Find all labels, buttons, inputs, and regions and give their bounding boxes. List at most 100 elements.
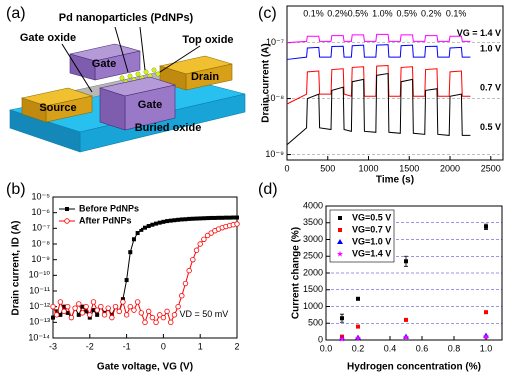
marker: [109, 312, 114, 317]
marker: [404, 317, 408, 322]
marker: [182, 280, 189, 287]
marker: [50, 303, 56, 310]
y-tick-label: 10⁻⁹: [31, 254, 50, 264]
series-label: VG = 1.4 V: [457, 28, 501, 38]
marker: [356, 324, 360, 329]
marker: [354, 335, 362, 341]
x-tick-label: 0.6: [416, 343, 429, 353]
y-tick-label: 10⁻¹³: [29, 317, 50, 327]
marker: [65, 310, 70, 315]
marker: [223, 215, 228, 220]
panel-label: (d): [258, 181, 278, 198]
marker: [120, 299, 126, 305]
annotation: 0.5%: [348, 8, 369, 18]
marker: [61, 308, 67, 315]
marker: [164, 308, 170, 315]
y-tick-label: 10⁻¹¹: [29, 285, 50, 295]
marker: [168, 218, 173, 223]
marker: [94, 307, 100, 313]
marker: [165, 219, 170, 224]
marker: [484, 224, 488, 229]
x-tick-label: -2: [86, 341, 94, 351]
marker: [64, 218, 70, 224]
annotation: VD = 50 mV: [179, 309, 228, 319]
marker: [198, 216, 203, 221]
marker: [142, 319, 148, 326]
marker: [338, 216, 342, 220]
marker: [76, 312, 81, 317]
annotation: 0.2%: [421, 8, 442, 18]
marker: [53, 312, 60, 318]
marker: [168, 319, 174, 326]
x-tick-label: 2500: [481, 163, 501, 173]
marker: [179, 217, 184, 222]
marker: [209, 215, 214, 220]
marker: [87, 315, 92, 320]
marker: [87, 312, 93, 318]
marker: [157, 220, 162, 225]
marker: [179, 293, 185, 299]
y-tick-label: 3000: [303, 234, 323, 244]
marker: [186, 267, 192, 274]
marker: [153, 319, 159, 326]
series-line: [286, 64, 471, 105]
marker: [204, 232, 211, 239]
marker: [336, 250, 344, 257]
pointer-lines: [61, 26, 201, 93]
y-tick-label: 500: [308, 318, 323, 328]
marker: [482, 333, 490, 340]
series-label: 0.7 V: [480, 83, 501, 93]
x-tick-label: 0.8: [448, 343, 461, 353]
marker: [90, 299, 97, 305]
marker: [154, 221, 159, 226]
plot-frame: [286, 5, 504, 161]
plot-frame: [325, 205, 503, 341]
nanoparticle: [151, 67, 157, 73]
marker: [234, 221, 240, 227]
y-tick-label: 10⁻¹⁴: [28, 332, 50, 342]
series-line: [286, 44, 471, 60]
marker: [95, 312, 100, 317]
marker: [150, 222, 155, 227]
y-tick-label: 10⁻⁵: [32, 191, 51, 201]
annotation: 0.1%: [303, 8, 324, 18]
marker: [338, 335, 346, 342]
pointer: [61, 43, 93, 93]
nanoparticle: [127, 73, 133, 79]
marker: [62, 304, 67, 309]
y-tick-label: 1500: [303, 284, 323, 294]
label-top-oxide: Top oxide: [182, 34, 233, 46]
marker: [205, 216, 210, 221]
x-tick-label: 0: [161, 341, 166, 351]
source-side: [21, 97, 47, 123]
device-diagram: Pd nanoparticles (PdNPs) Gate oxide Top …: [8, 12, 246, 153]
marker: [157, 312, 163, 318]
marker: [123, 312, 130, 318]
x-tick-label: 2000: [440, 163, 460, 173]
label-gate-oxide: Gate oxide: [20, 32, 76, 44]
marker: [120, 297, 125, 302]
marker: [172, 218, 177, 223]
marker: [139, 227, 144, 232]
marker: [91, 308, 96, 313]
y-tick-label: 1000: [303, 301, 323, 311]
marker: [175, 303, 181, 310]
nanoparticle: [135, 71, 141, 77]
marker: [51, 315, 55, 320]
x-tick-label: 2: [234, 341, 239, 351]
x-axis-title: Hydrogen concentration (%): [347, 362, 481, 373]
legend-label: After PdNPs: [79, 215, 132, 225]
marker: [227, 215, 232, 220]
panel-label: (a): [6, 5, 26, 22]
marker: [143, 225, 147, 230]
series-line: [286, 33, 471, 44]
marker: [138, 310, 145, 316]
series-line: [286, 72, 471, 146]
label-source: Source: [39, 102, 76, 114]
label-gate-back: Gate: [92, 58, 116, 70]
marker: [145, 308, 152, 315]
x-tick-label: 1.0: [480, 343, 493, 353]
marker: [161, 219, 166, 224]
panel-label: (c): [258, 5, 277, 22]
y-tick-label: 2000: [303, 267, 323, 277]
